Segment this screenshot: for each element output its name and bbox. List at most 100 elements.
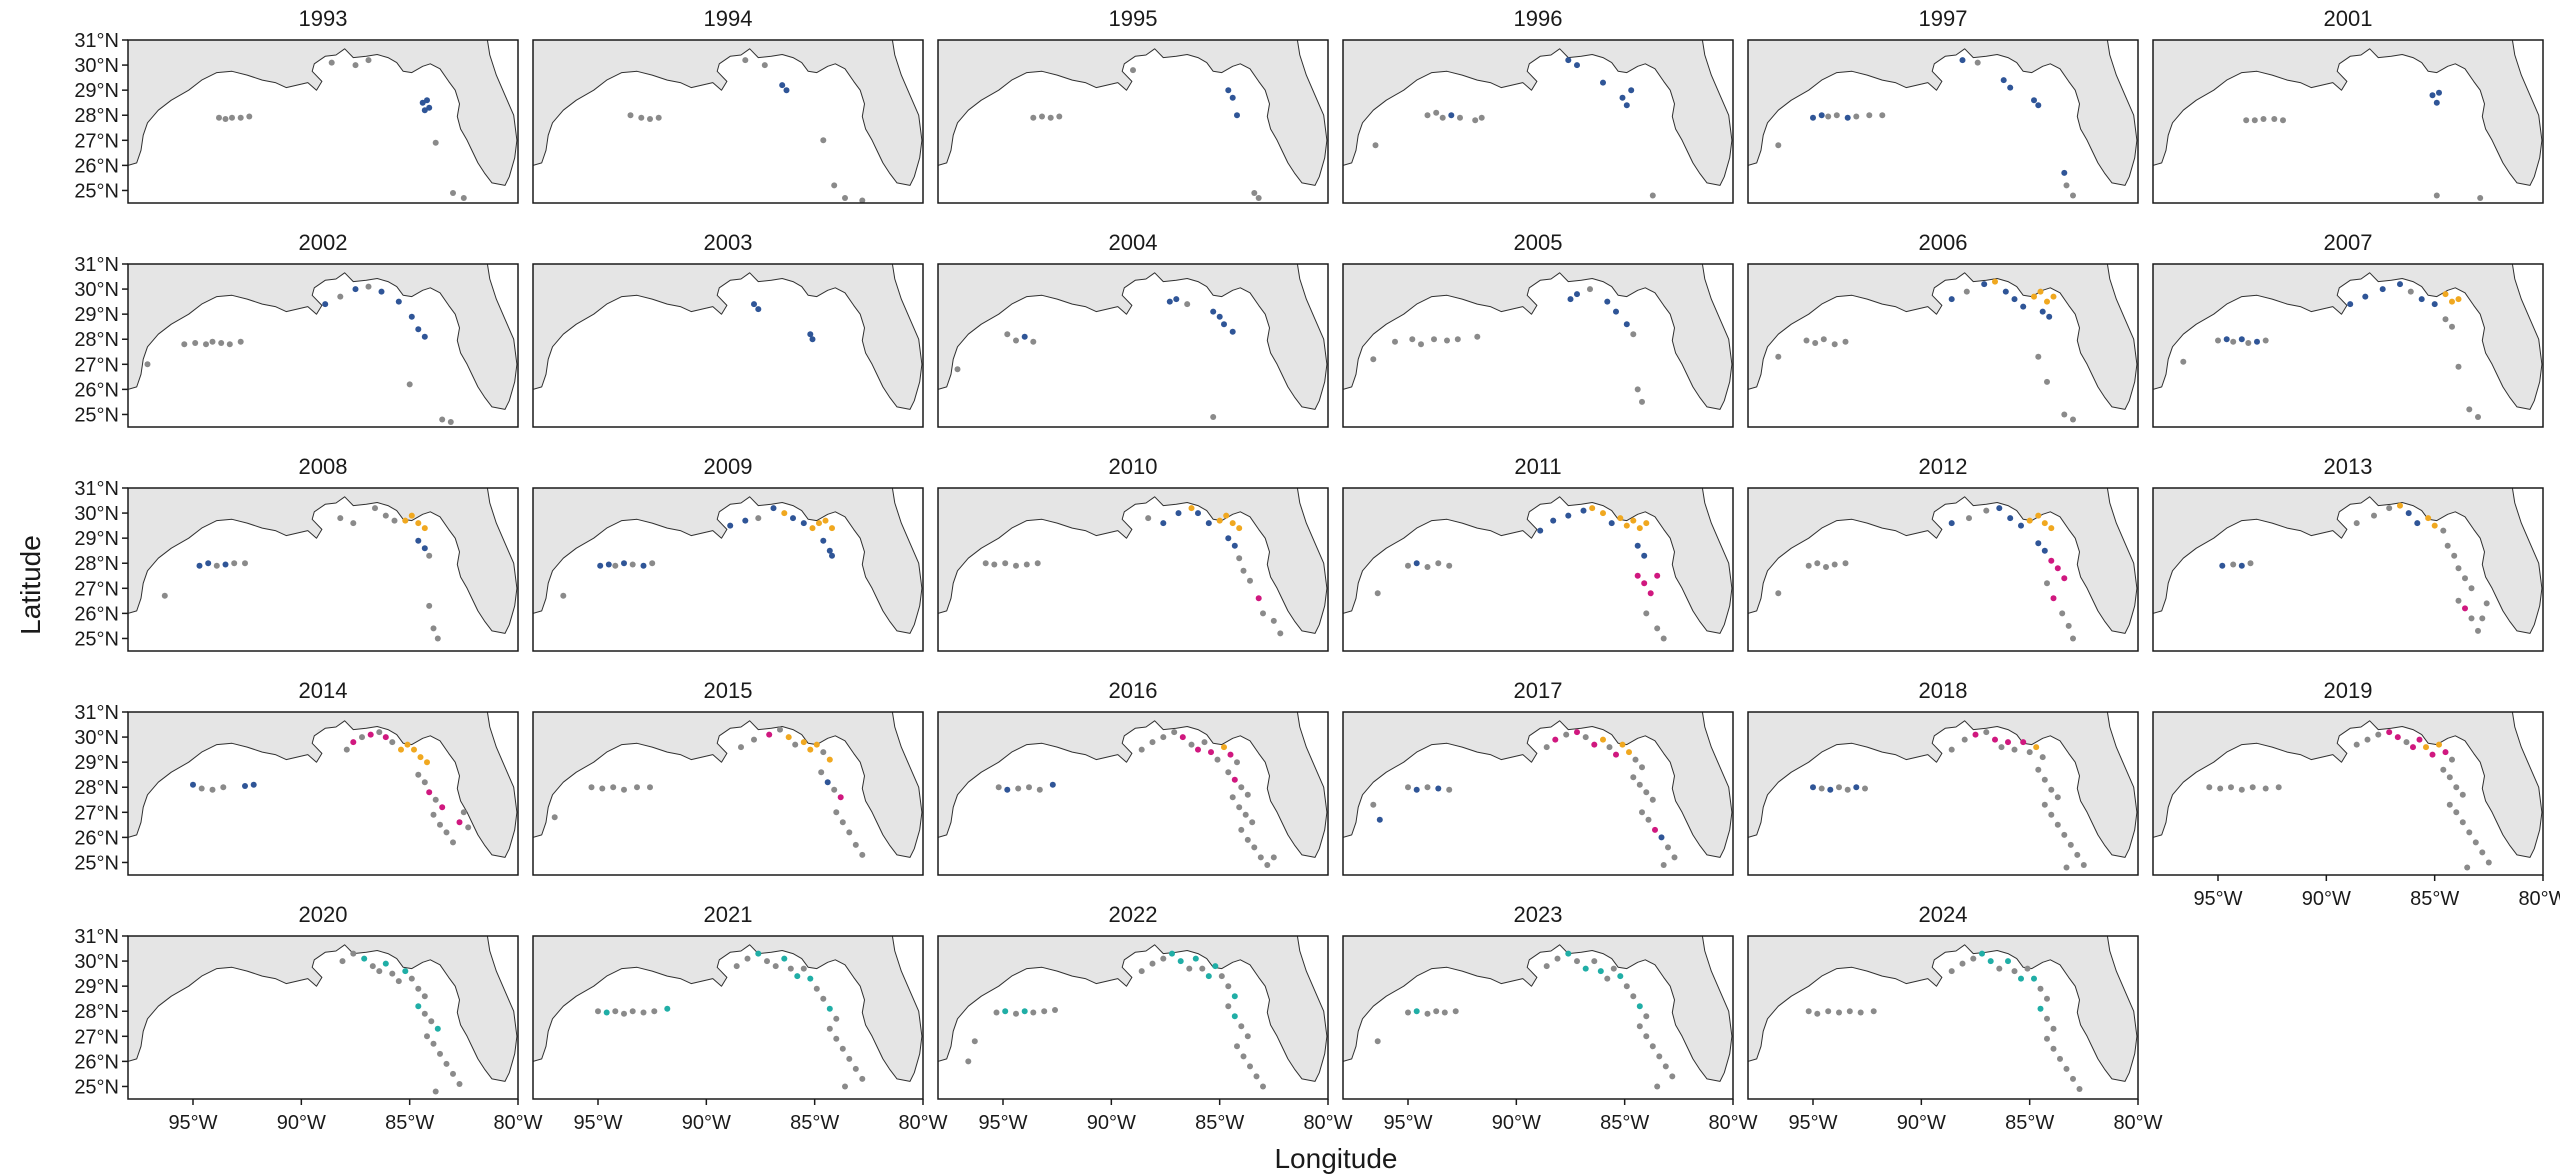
y-tick-label: 26°N [74,379,119,401]
data-point [1626,749,1632,756]
x-tick-label: 95°W [168,1112,217,1134]
data-point [1457,114,1463,121]
axis-labels: Longitude Latitude [15,535,1398,1174]
data-point [1827,786,1834,793]
land-coastline [1748,488,2138,634]
data-point [2035,353,2042,360]
data-point [2485,859,2492,866]
data-point [2433,99,2440,106]
y-tick-label: 28°N [74,777,119,799]
x-tick-label: 85°W [790,1112,839,1134]
data-point [824,779,831,786]
data-point [2217,785,2224,792]
data-point [1446,562,1453,569]
data-point [1565,57,1572,64]
y-tick-label: 29°N [74,304,119,326]
data-point [2041,801,2048,808]
land-coastline [2153,264,2543,410]
data-point [826,756,833,763]
data-point [198,785,205,792]
data-point [813,741,820,748]
data-point [2386,729,2393,736]
data-point [2228,784,2234,791]
data-point [2433,192,2440,199]
data-point [2238,562,2245,569]
data-point [842,195,848,201]
data-point [1810,784,1816,791]
data-point [1231,993,1238,1000]
data-point [1218,973,1225,980]
data-point [2031,293,2037,300]
panel-2001: 2001 [2152,6,2544,204]
data-point [1805,562,1812,569]
data-point [2041,776,2048,783]
data-point [1216,313,1223,320]
data-point [1277,630,1284,637]
data-point [640,1009,647,1016]
panel-title: 2016 [1109,678,1158,703]
data-point [2243,117,2250,124]
y-tick-label: 30°N [74,727,119,749]
data-point [1654,1083,1661,1090]
data-point [382,734,389,741]
panel-title: 2003 [704,230,753,255]
panel-frame [1747,263,2139,428]
data-point [2353,520,2360,527]
data-point [1961,736,1968,743]
data-point [2039,754,2046,761]
land-coastline [533,488,923,634]
data-point [603,1009,610,1016]
data-point [1591,958,1598,965]
data-point [1244,836,1251,843]
panel-frame [2152,39,2544,204]
y-tick-label: 31°N [74,702,119,724]
data-point [1214,756,1221,763]
data-point [1600,79,1606,86]
data-point [432,796,439,803]
data-point [2067,841,2074,848]
data-point [1175,510,1182,517]
y-tick-label: 29°N [74,528,119,550]
data-point [770,505,777,512]
data-point [1231,1013,1238,1020]
data-point [2280,117,2286,124]
data-point [213,562,220,569]
y-tick-label: 30°N [74,951,119,973]
panel-frame [532,263,924,428]
data-point [1431,336,1437,343]
data-point [2054,565,2061,572]
data-point [1636,781,1643,788]
data-point [634,784,640,791]
x-tick-label: 80°W [2113,1112,2162,1134]
data-point [1247,1063,1253,1070]
data-point [1474,333,1481,340]
data-point [2247,560,2254,567]
data-point [1452,1008,1459,1015]
x-tick-label: 95°W [573,1112,622,1134]
panel-frame [1747,935,2139,1100]
data-point [2031,97,2037,104]
data-point [818,769,825,776]
data-point [1853,113,1860,120]
land-coastline [128,264,518,410]
data-point [742,517,749,524]
land-coastline [1748,712,2138,858]
data-point [2453,784,2460,791]
data-point [1647,590,1654,597]
y-tick-label: 26°N [74,603,119,625]
data-point [1444,337,1450,344]
data-point [421,545,428,552]
x-tick-label: 85°W [1195,1112,1244,1134]
panel-frame [532,711,924,876]
data-point [2180,358,2187,365]
panel-frame [532,487,924,652]
data-point [439,804,446,811]
data-point [1376,816,1383,823]
data-point [1862,785,1868,792]
panel-1994: 1994 [532,6,924,204]
data-point [1643,1013,1650,1020]
data-point [2048,525,2055,532]
data-point [1996,965,2003,972]
data-point [1643,520,1650,527]
data-point [1247,577,1253,584]
